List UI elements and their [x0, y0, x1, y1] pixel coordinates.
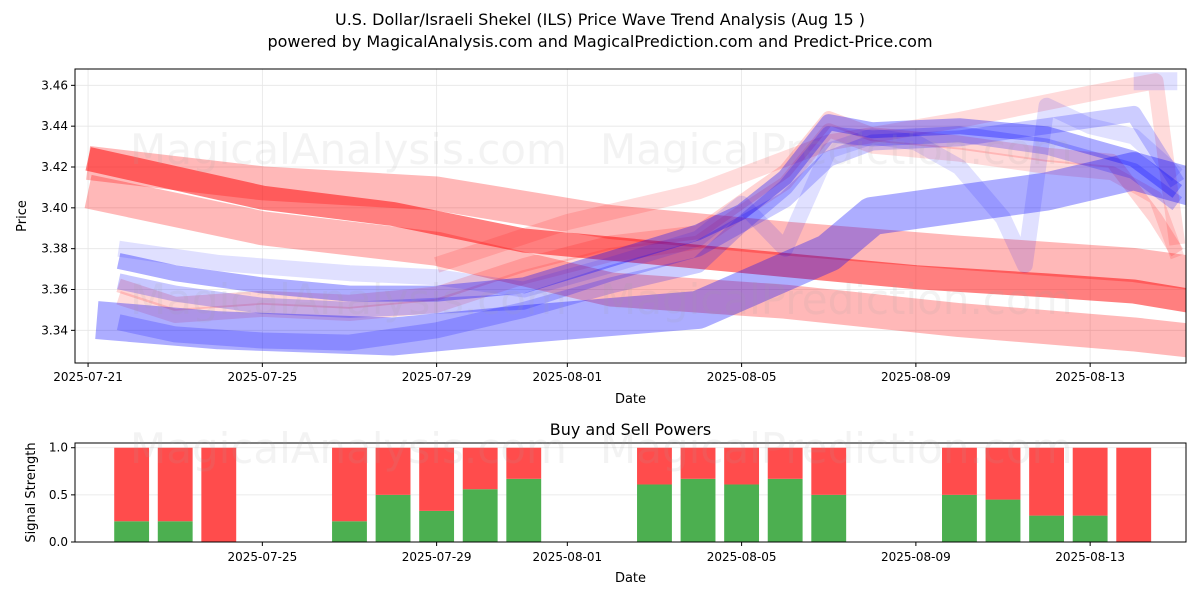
x-tick-label: 2025-08-13: [1055, 370, 1125, 384]
chart-title: U.S. Dollar/Israeli Shekel (ILS) Price W…: [335, 10, 865, 29]
wave-bands: [84, 72, 1186, 358]
sell-bar: [811, 447, 847, 495]
sell-bar: [201, 447, 237, 542]
y-tick-label: 3.44: [41, 119, 68, 133]
x-tick-label: 2025-08-05: [707, 550, 777, 564]
sell-bar: [332, 447, 367, 522]
y-tick-label: 3.42: [41, 160, 68, 174]
sell-bar: [724, 447, 760, 485]
wave-band-11: [117, 97, 1183, 298]
x-tick-label: 2025-07-21: [53, 370, 123, 384]
buy-bar: [637, 484, 672, 542]
buy-bar: [506, 478, 542, 542]
wave-band-10: [116, 105, 1185, 351]
sell-bar: [985, 447, 1021, 500]
wave-band-3: [84, 174, 1186, 358]
sell-bar: [157, 447, 193, 522]
y-tick-label: 3.34: [41, 323, 68, 337]
sell-bar: [1116, 447, 1152, 542]
buy-bar: [462, 489, 498, 542]
sell-bar: [1072, 447, 1108, 516]
x-tick-label: 2025-08-13: [1055, 550, 1125, 564]
y-axis-label: Price: [15, 200, 30, 232]
x-tick-label: 2025-07-29: [402, 370, 472, 384]
y-tick-label: 3.38: [41, 242, 68, 256]
y-tick-label: 3.46: [41, 78, 68, 92]
buy-bar: [419, 510, 455, 542]
buy-bar: [332, 521, 367, 542]
buy-bar: [157, 521, 193, 542]
x-tick-label: 2025-08-01: [532, 370, 602, 384]
wave-band-1: [85, 147, 1186, 313]
wave-band-2: [86, 146, 1186, 290]
wave-band-6: [434, 73, 1186, 273]
y-tick-label: 1.0: [49, 441, 68, 455]
buy-bar: [767, 478, 803, 542]
wave-band-4: [116, 111, 1184, 311]
plot-frame: [74, 442, 1187, 543]
y-axis-label: Signal Strength: [24, 442, 39, 542]
sell-bar: [506, 447, 542, 479]
y-tick-label: 0.5: [49, 488, 68, 502]
x-tick-label: 2025-07-29: [402, 550, 472, 564]
buy-bar: [1029, 515, 1065, 542]
x-tick-label: 2025-08-05: [707, 370, 777, 384]
sell-bar: [114, 447, 150, 522]
sell-bar: [1029, 447, 1065, 516]
sell-bar: [637, 447, 672, 485]
wave-band-5: [116, 123, 1184, 323]
buy-bar: [375, 494, 411, 542]
buy-bar: [724, 484, 760, 542]
buy-bar: [811, 494, 847, 542]
sell-bar: [462, 447, 498, 490]
wave-band-7: [95, 152, 1186, 356]
x-tick-label: 2025-07-25: [227, 370, 297, 384]
sell-bar: [419, 447, 455, 511]
buy-bar: [942, 494, 977, 542]
wave-band-8: [116, 114, 1183, 302]
y-tick-label: 3.40: [41, 201, 68, 215]
x-tick-label: 2025-08-01: [532, 550, 602, 564]
panel-title: Buy and Sell Powers: [550, 420, 712, 439]
sell-bar: [942, 447, 977, 495]
x-tick-label: 2025-07-25: [227, 550, 297, 564]
y-tick-label: 3.36: [41, 283, 68, 297]
x-tick-label: 2025-08-09: [881, 370, 951, 384]
chart-subtitle: powered by MagicalAnalysis.com and Magic…: [267, 32, 933, 51]
x-axis-label: Date: [615, 392, 646, 407]
sell-bar: [767, 447, 803, 479]
wave-band-9: [116, 126, 1183, 318]
x-axis-label: Date: [615, 571, 646, 586]
buy-bar: [680, 478, 716, 542]
price-panel: 2025-07-21 2025-07-25 2025-07-29 2025-08-01…: [15, 68, 1187, 407]
sell-bar: [680, 447, 716, 479]
buy-bar: [114, 521, 150, 542]
x-tick-label: 2025-08-09: [881, 550, 951, 564]
buy-bar: [1072, 515, 1108, 542]
y-tick-label: 0.0: [49, 535, 68, 549]
buy-bar: [985, 499, 1021, 542]
plot-frame: [74, 68, 1187, 364]
signal-panel: 2025-07-25 2025-07-29 2025-08-01 2025-08-05…: [24, 420, 1187, 586]
sell-bar: [375, 447, 411, 495]
